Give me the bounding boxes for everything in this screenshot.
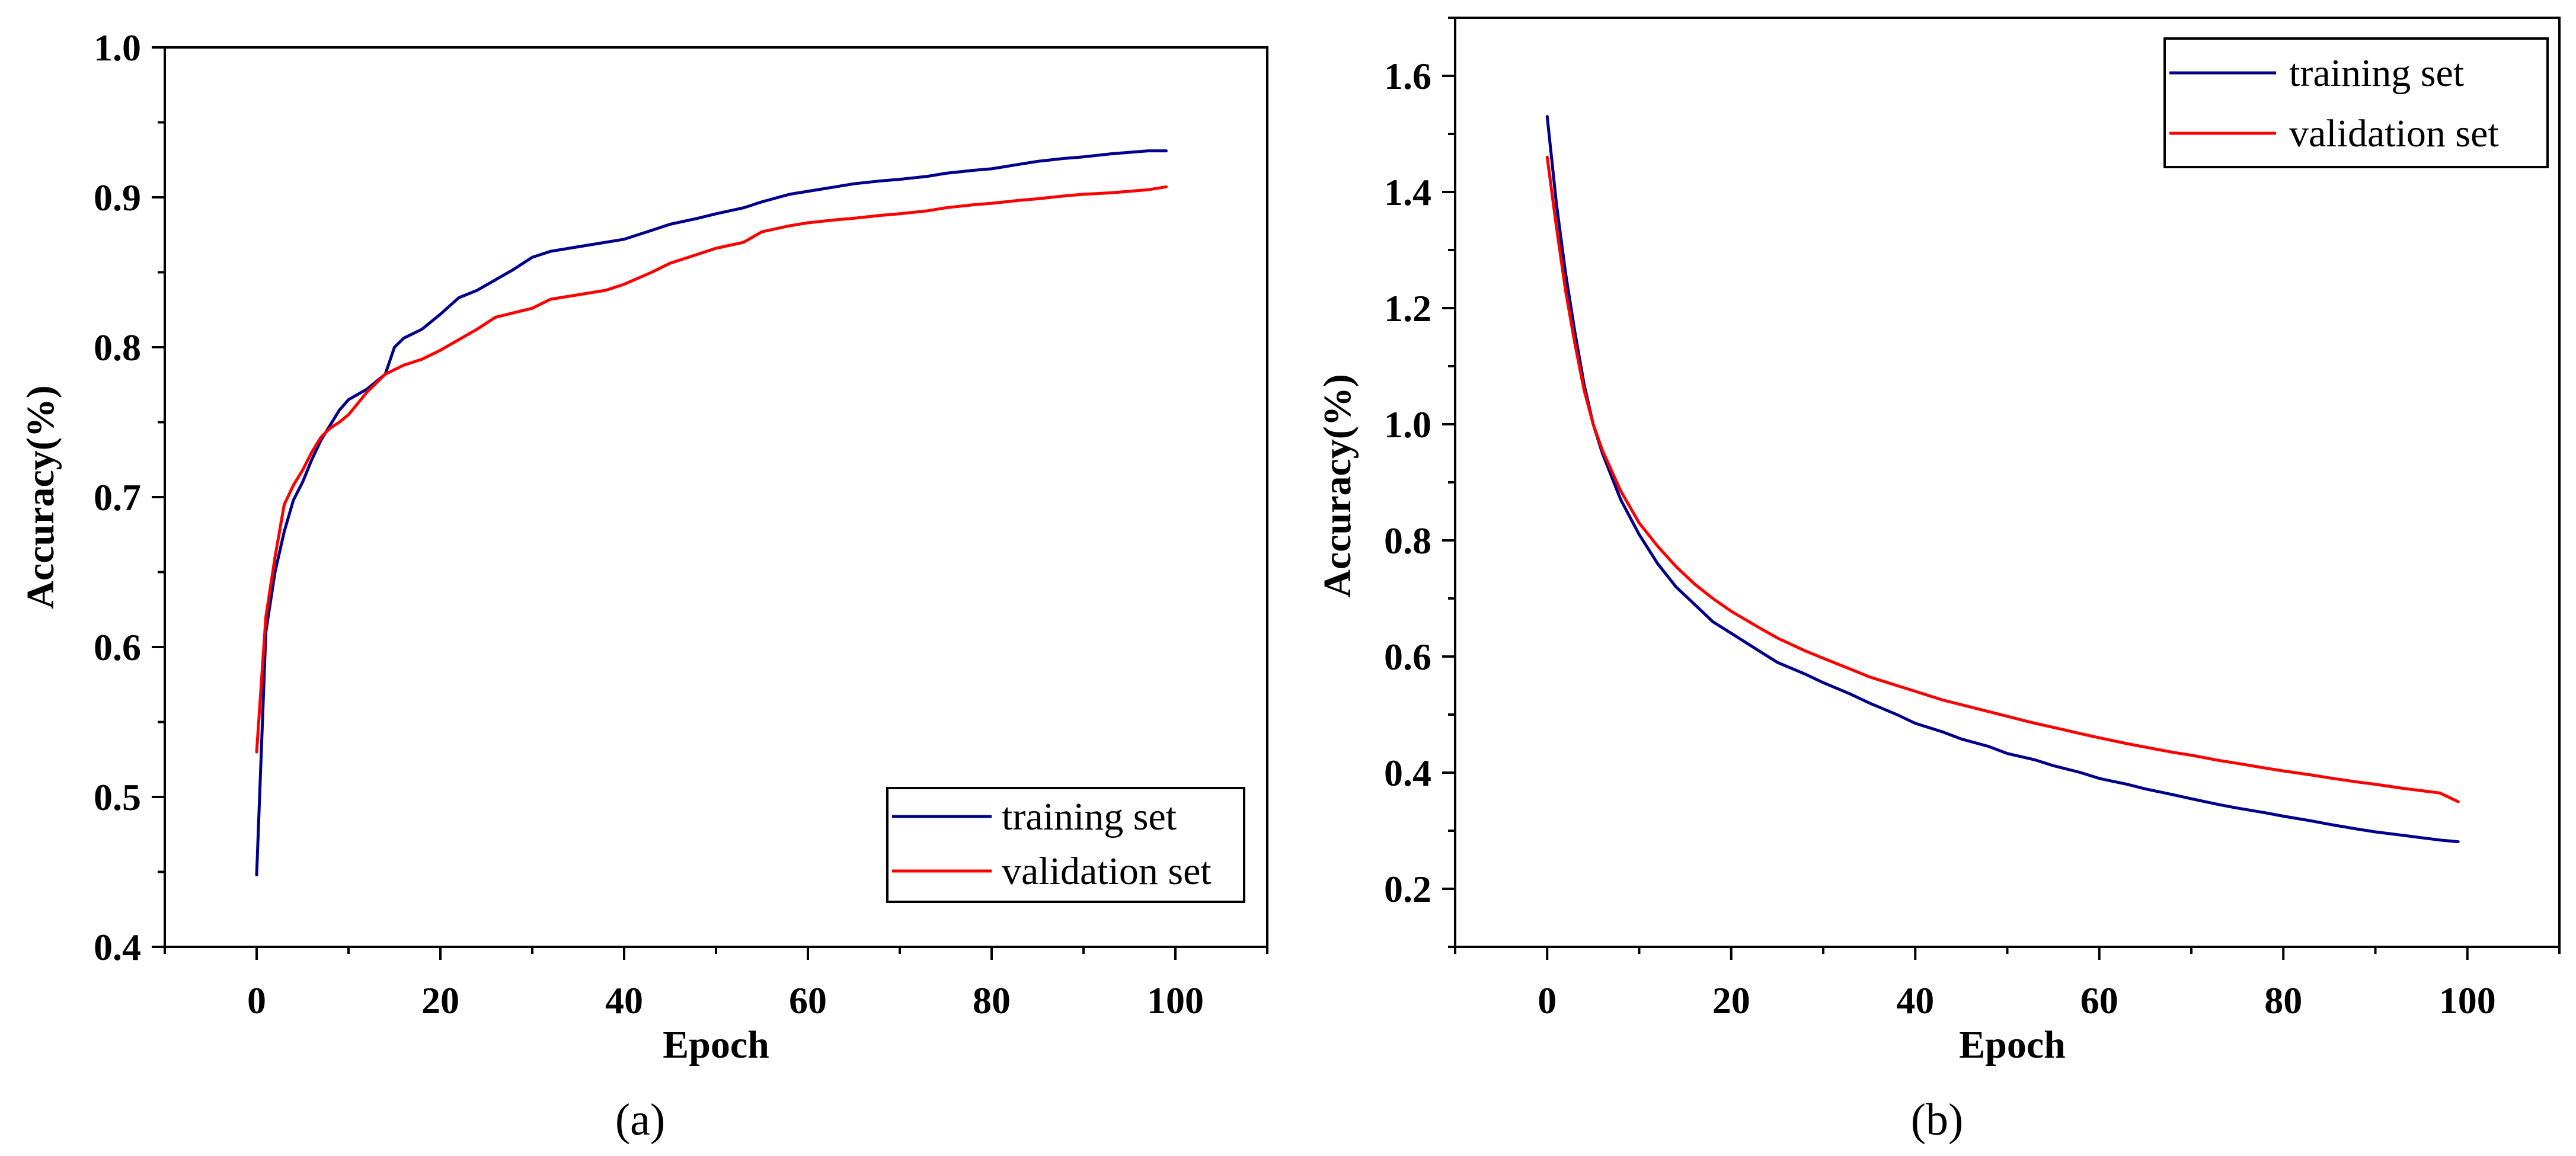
y-tick-label-a: 0.4 [94, 926, 141, 968]
panel-label-a: (a) [615, 1095, 665, 1145]
legend-frame-a [886, 787, 1245, 903]
y-tick-label-a: 0.5 [94, 776, 141, 818]
training-series-line-b [1545, 115, 2460, 844]
x-ticks-a: 0 20 40 60 80 100 [164, 947, 1268, 1021]
y-tick-label-a: 0.8 [94, 326, 141, 369]
x-tick-label-b: 100 [2439, 979, 2496, 1021]
x-tick-label-b: 60 [2080, 979, 2118, 1021]
validation-series-line-a [255, 185, 1168, 754]
chart-panel-b: 0 20 40 60 80 100 0.2 0.4 0.6 0.8 1.0 1.2 1.4 1.6 Ep… [1316, 17, 2561, 1145]
x-tick-label-b: 80 [2264, 979, 2302, 1021]
plot-frame-b [1454, 17, 2561, 948]
y-tick-label-a: 1.0 [94, 27, 141, 69]
y-tick-label-b: 0.4 [1384, 752, 1431, 794]
y-tick-label-b: 1.6 [1384, 55, 1431, 97]
y-axis-label-a: Accuracy(%) [19, 385, 62, 609]
legend-label-validation-b: validation set [2289, 112, 2499, 155]
legend-a: training set validation set [886, 787, 1245, 903]
legend-b: training set validation set [2163, 37, 2549, 168]
y-tick-label-b: 0.2 [1384, 868, 1431, 910]
series-group-b [1545, 115, 2460, 844]
y-tick-label-b: 1.0 [1384, 404, 1431, 446]
series-group-a [255, 149, 1168, 877]
y-tick-label-a: 0.6 [94, 626, 141, 668]
legend-label-training-b: training set [2289, 52, 2464, 95]
x-tick-label-b: 0 [1538, 979, 1557, 1021]
y-tick-label-b: 0.6 [1384, 636, 1431, 678]
x-tick-label-a: 60 [789, 979, 827, 1021]
y-tick-label-a: 0.7 [94, 476, 141, 518]
x-tick-label-a: 20 [421, 979, 459, 1021]
y-tick-label-b: 1.2 [1384, 287, 1431, 329]
validation-series-line-b [1545, 155, 2460, 803]
legend-frame-b [2163, 37, 2549, 168]
chart-panel-a: 0 20 40 60 80 100 0.4 0.5 0.6 0.7 0.8 0.9 1.0 Epoch… [19, 27, 1268, 1145]
x-tick-label-a: 80 [973, 979, 1011, 1021]
legend-label-training-a: training set [1002, 795, 1177, 838]
y-tick-label-b: 0.8 [1384, 520, 1431, 562]
training-series-line-a [255, 149, 1168, 877]
x-tick-label-b: 40 [1896, 979, 1934, 1021]
y-ticks-b: 0.2 0.4 0.6 0.8 1.0 1.2 1.4 1.6 [1384, 17, 1455, 948]
x-ticks-b: 0 20 40 60 80 100 [1454, 947, 2561, 1021]
y-ticks-a: 0.4 0.5 0.6 0.7 0.8 0.9 1.0 [94, 27, 165, 968]
x-axis-label-b: Epoch [1959, 1023, 2066, 1067]
x-tick-label-a: 40 [605, 979, 643, 1021]
x-tick-label-a: 100 [1147, 979, 1204, 1021]
legend-label-validation-a: validation set [1002, 850, 1212, 893]
x-tick-label-a: 0 [247, 979, 266, 1021]
x-axis-label-a: Epoch [663, 1023, 769, 1067]
y-tick-label-b: 1.4 [1384, 171, 1431, 213]
y-axis-label-b: Accuracy(%) [1316, 374, 1359, 598]
x-tick-label-b: 20 [1712, 979, 1750, 1021]
y-tick-label-a: 0.9 [94, 177, 141, 219]
panel-label-b: (b) [1911, 1095, 1964, 1145]
